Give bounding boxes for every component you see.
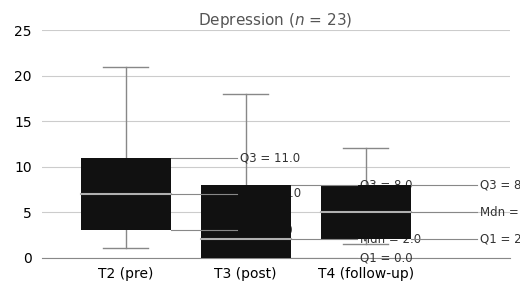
Text: Q1 = 3.0: Q1 = 3.0: [240, 224, 293, 237]
Text: Q3 = 8.0: Q3 = 8.0: [480, 178, 520, 191]
Text: Mdn = 5.0: Mdn = 5.0: [480, 206, 520, 218]
Title: Depression ($n$ = 23): Depression ($n$ = 23): [198, 11, 353, 30]
Bar: [201, 185, 291, 258]
Text: Q3 = 8.0: Q3 = 8.0: [360, 178, 413, 191]
Text: Q1 = 2.0: Q1 = 2.0: [480, 233, 520, 246]
Bar: [81, 158, 171, 230]
Bar: [321, 185, 411, 239]
Text: Q1 = 0.0: Q1 = 0.0: [360, 251, 413, 264]
Text: Q3 = 11.0: Q3 = 11.0: [240, 151, 301, 164]
Text: Mdn = 2.0: Mdn = 2.0: [360, 233, 421, 246]
Text: Mdn = 7.0: Mdn = 7.0: [240, 188, 301, 200]
